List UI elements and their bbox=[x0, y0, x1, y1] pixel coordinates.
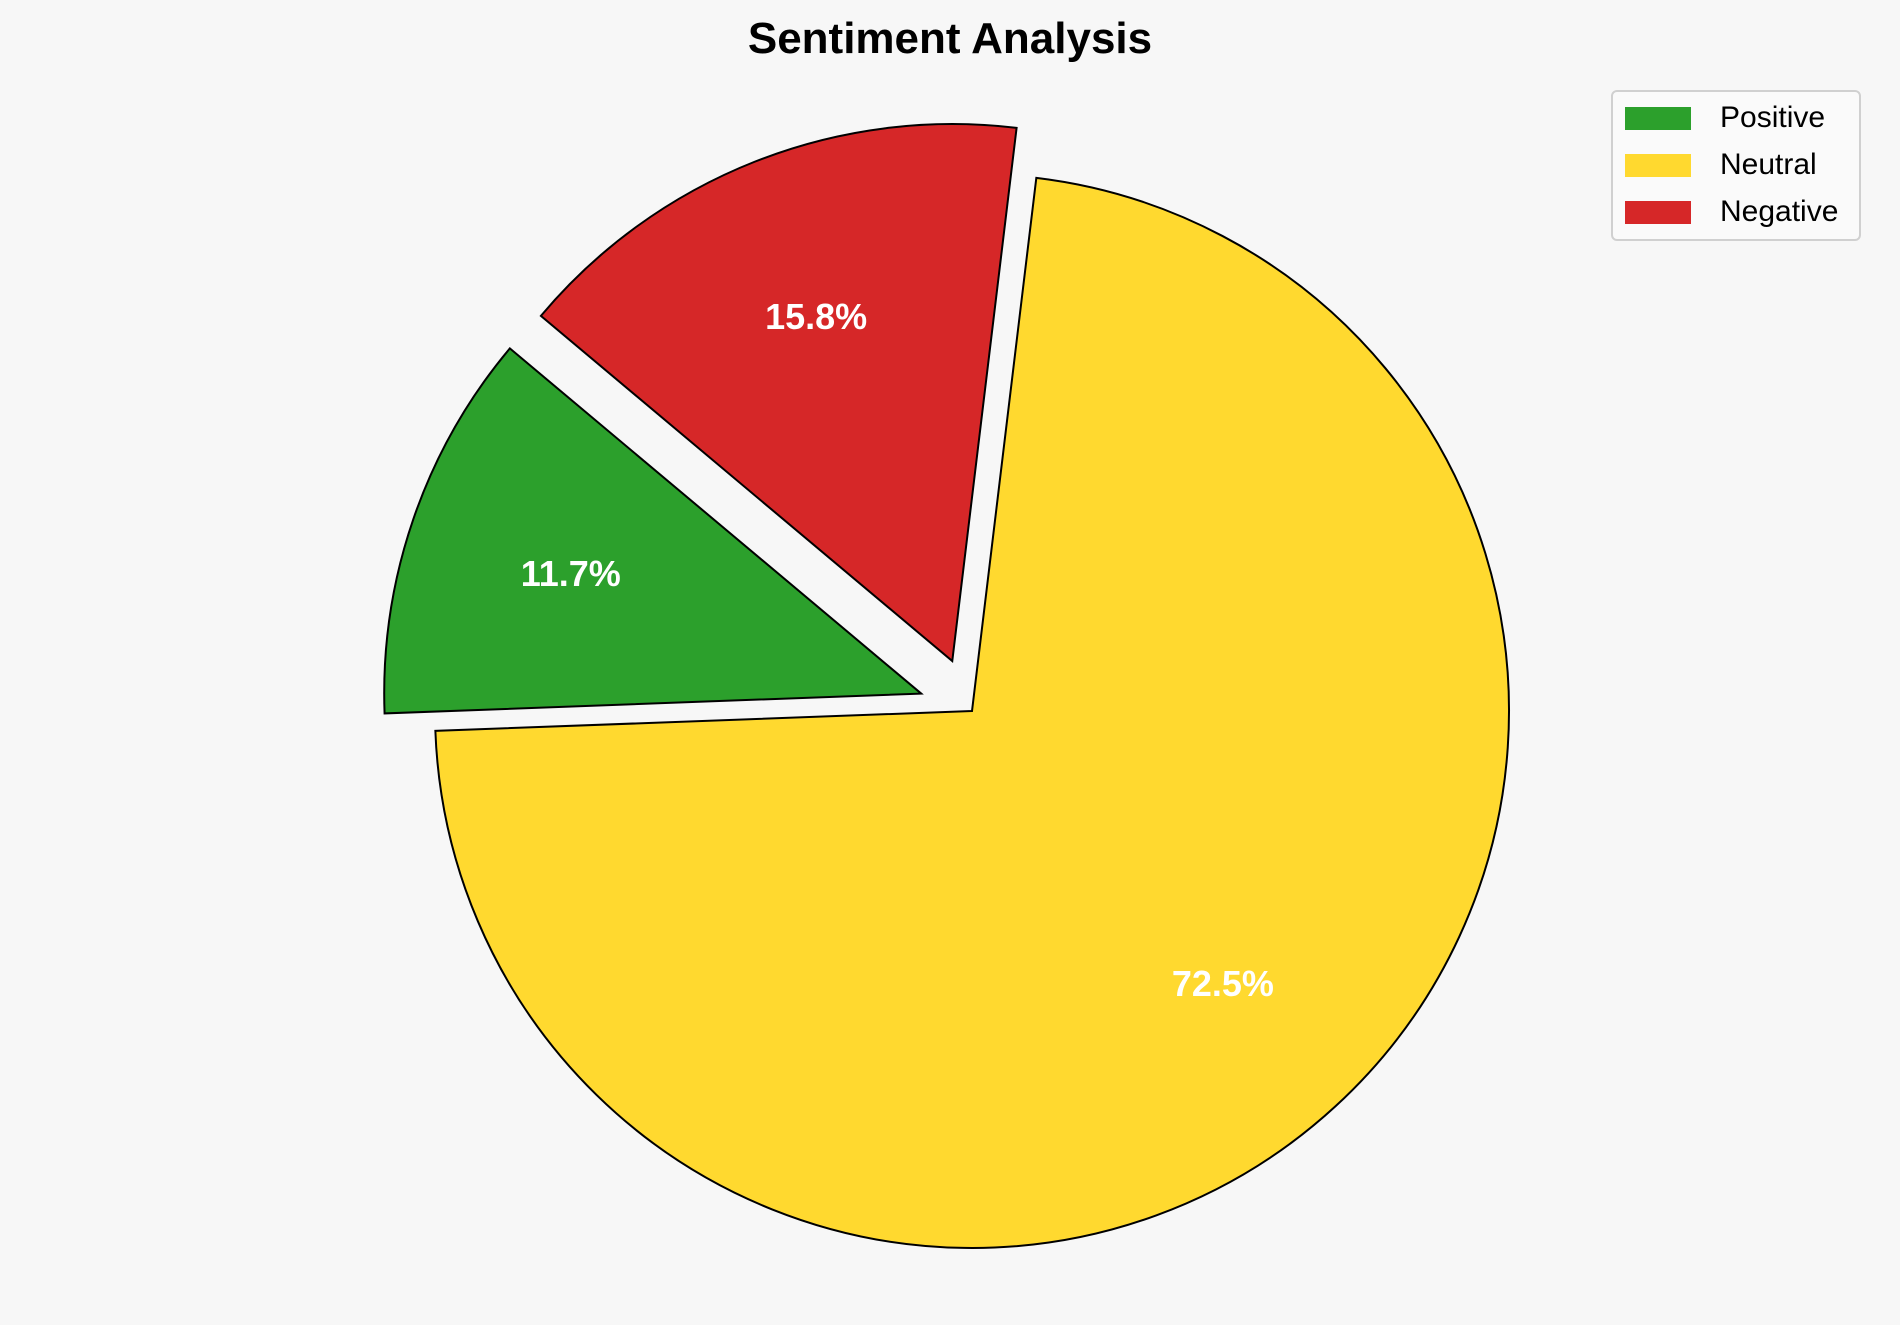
legend-swatch-negative bbox=[1625, 200, 1691, 224]
pie-label-negative: 15.8% bbox=[765, 296, 867, 337]
chart-title: Sentiment Analysis bbox=[747, 14, 1153, 63]
pie-slice-positive bbox=[383, 346, 924, 715]
legend-swatch-positive bbox=[1625, 106, 1691, 130]
pie-slice-neutral bbox=[434, 176, 1510, 1249]
legend-label-negative: Negative bbox=[1720, 195, 1839, 228]
legend-item-neutral: Neutral bbox=[1625, 145, 1817, 185]
legend: Positive Neutral Negative bbox=[1611, 90, 1861, 241]
legend-item-negative: Negative bbox=[1625, 192, 1838, 232]
legend-label-neutral: Neutral bbox=[1720, 148, 1817, 181]
pie-label-neutral: 72.5% bbox=[1172, 963, 1274, 1004]
pie-slice-negative bbox=[539, 123, 1018, 664]
legend-item-positive: Positive bbox=[1625, 98, 1825, 138]
legend-swatch-neutral bbox=[1625, 153, 1691, 177]
legend-label-positive: Positive bbox=[1720, 101, 1826, 134]
pie-label-positive: 11.7% bbox=[521, 553, 621, 594]
